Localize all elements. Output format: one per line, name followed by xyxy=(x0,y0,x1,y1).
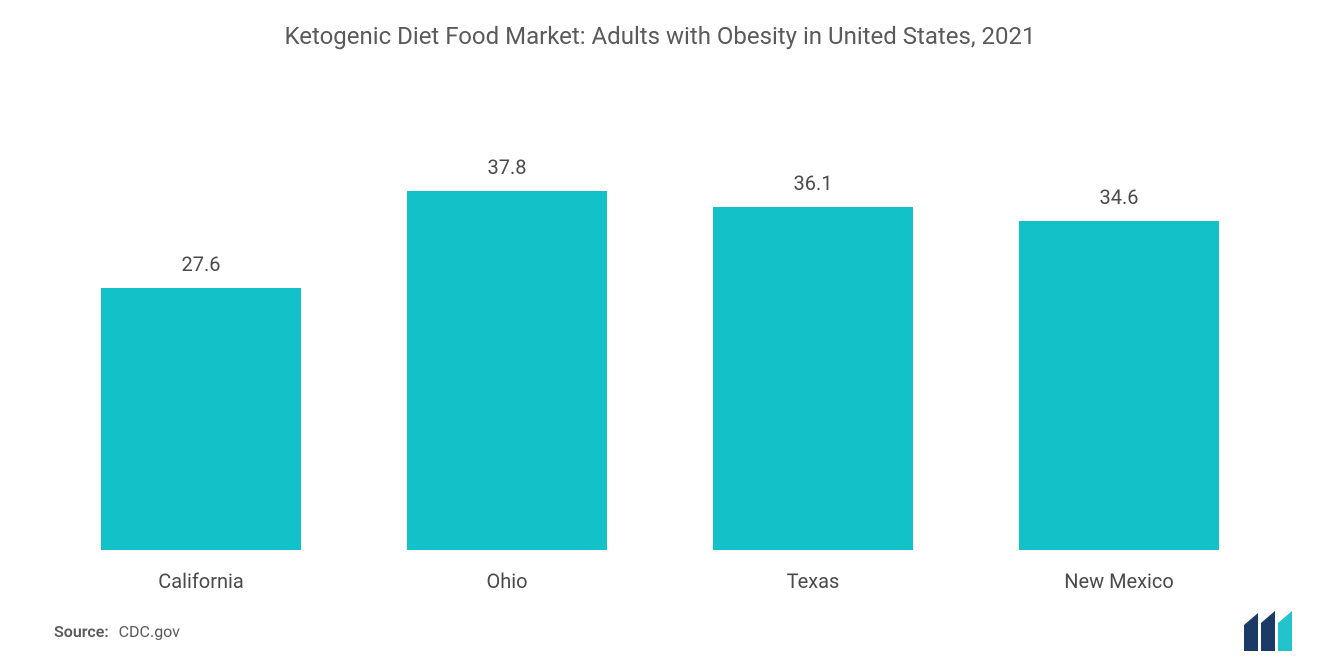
bar xyxy=(713,207,913,550)
category-label: New Mexico xyxy=(966,569,1272,593)
bar xyxy=(101,288,301,550)
chart-title: Ketogenic Diet Food Market: Adults with … xyxy=(0,0,1320,50)
bar-group: 36.1 xyxy=(660,110,966,550)
bar-value-label: 34.6 xyxy=(1100,185,1139,209)
category-label: Texas xyxy=(660,569,966,593)
logo-bar-2-icon xyxy=(1261,611,1275,651)
bar xyxy=(1019,221,1219,550)
bar-group: 37.8 xyxy=(354,110,660,550)
source-label: Source: xyxy=(54,622,109,641)
bar-group: 27.6 xyxy=(48,110,354,550)
category-label: California xyxy=(48,569,354,593)
bar-value-label: 27.6 xyxy=(182,252,221,276)
bar-group: 34.6 xyxy=(966,110,1272,550)
brand-logo xyxy=(1242,611,1294,651)
source-citation: Source: CDC.gov xyxy=(54,622,180,641)
logo-bar-3-icon xyxy=(1278,611,1292,651)
source-value: CDC.gov xyxy=(119,622,180,641)
logo-bar-1-icon xyxy=(1244,613,1258,651)
bar-value-label: 37.8 xyxy=(488,155,527,179)
bar xyxy=(407,191,607,550)
category-axis: CaliforniaOhioTexasNew Mexico xyxy=(48,569,1272,593)
category-label: Ohio xyxy=(354,569,660,593)
chart-plot-area: 27.6 37.8 36.1 34.6 xyxy=(48,110,1272,550)
bar-value-label: 36.1 xyxy=(794,171,833,195)
